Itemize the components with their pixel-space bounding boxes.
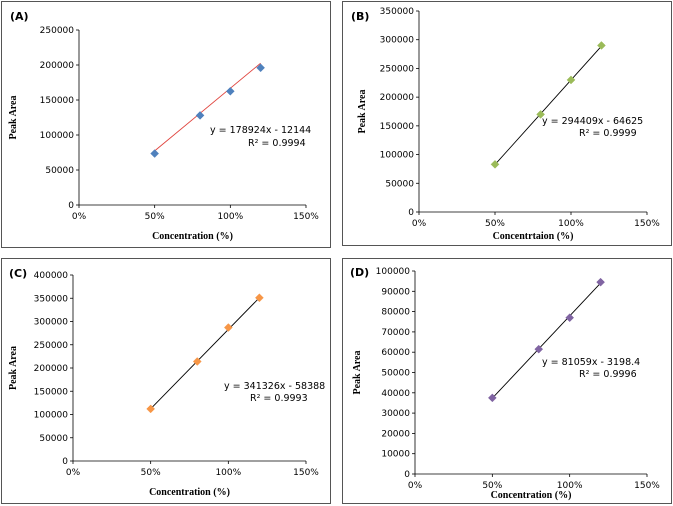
data-point: [195, 111, 205, 120]
panel-label: (C): [9, 267, 27, 280]
y-tick-label: 50000: [381, 369, 410, 379]
r-squared-label: R² = 0.9996: [579, 369, 637, 380]
y-tick-label: 80000: [381, 308, 410, 318]
x-axis-label: Concentration (%): [491, 490, 572, 501]
y-tick-label: 60000: [381, 348, 410, 358]
y-tick-label: 250000: [34, 341, 69, 351]
panel-c: (C) 0 50000 100000 150000 200000 250000 300000 3…: [1, 258, 331, 504]
y-tick-label: 150000: [40, 96, 75, 106]
y-axis-label: Peak Area: [8, 346, 19, 390]
trendline: [154, 62, 261, 152]
data-point: [534, 344, 544, 354]
x-axis-label: Concentrtaion (%): [493, 231, 574, 242]
x-axis-label: Concentration (%): [152, 231, 233, 242]
chart-a: (A) 0 50000 100000 150000 200000 250000 0% 50% 10…: [8, 10, 319, 242]
x-tick-label: 150%: [634, 219, 660, 229]
data-point: [150, 149, 160, 158]
y-tick-label: 300000: [380, 36, 415, 46]
x-axis-label: Concentration (%): [149, 487, 230, 498]
y-tick-label: 30000: [381, 409, 410, 419]
y-axis-label: Peak Area: [352, 351, 363, 395]
y-tick-label: 100000: [376, 267, 411, 277]
panel-b: (B) 0 50000 100000 150000 200000 250000 300000 3…: [342, 1, 672, 246]
y-tick-label: 200000: [34, 364, 69, 374]
panel-label: (A): [10, 10, 29, 23]
trendline: [492, 282, 601, 399]
chart-d: (D) 0 10000 20000 30000 40000 50000 60000 70000 8…: [350, 266, 660, 501]
y-tick-label: 0: [62, 457, 68, 467]
x-tick-label: 50%: [485, 219, 505, 229]
y-tick-label: 400000: [34, 271, 69, 281]
y-tick-label: 150000: [34, 387, 69, 397]
data-point: [146, 404, 156, 414]
y-tick-label: 100000: [40, 131, 75, 141]
x-tick-label: 100%: [217, 212, 243, 222]
x-tick-label: 0%: [72, 212, 87, 222]
y-tick-label: 300000: [34, 318, 69, 328]
y-tick-label: 350000: [34, 294, 69, 304]
trendline-equation: y = 341326x - 58388: [224, 381, 325, 392]
y-tick-label: 100000: [34, 411, 69, 421]
panel-d: (D) 0 10000 20000 30000 40000 50000 60000 70000 8…: [342, 258, 672, 504]
x-tick-label: 100%: [215, 468, 241, 478]
data-point: [255, 293, 264, 303]
y-tick-label: 200000: [380, 93, 415, 103]
y-tick-label: 50000: [39, 434, 68, 444]
y-tick-label: 0: [68, 201, 74, 211]
x-tick-label: 150%: [634, 481, 660, 491]
x-tick-label: 100%: [558, 219, 584, 229]
x-tick-label: 50%: [141, 468, 161, 478]
x-tick-label: 50%: [482, 481, 502, 491]
y-tick-label: 150000: [380, 122, 415, 132]
r-squared-label: R² = 0.9993: [250, 393, 308, 404]
trendline: [150, 297, 260, 410]
y-tick-label: 100000: [380, 151, 415, 161]
trendline: [494, 45, 602, 165]
chart-b: (B) 0 50000 100000 150000 200000 250000 300000 3…: [351, 7, 660, 242]
data-point: [597, 41, 606, 50]
x-tick-label: 50%: [145, 212, 165, 222]
trendline-equation: y = 81059x - 3198.4: [542, 357, 640, 368]
y-tick-label: 0: [408, 208, 414, 218]
trendline-equation: y = 294409x - 64625: [542, 116, 643, 127]
data-point: [256, 63, 265, 73]
x-tick-label: 0%: [412, 219, 427, 229]
y-tick-label: 200000: [40, 61, 75, 71]
trendline-equation: y = 178924x - 12144: [210, 125, 311, 136]
y-tick-label: 0: [404, 470, 410, 480]
y-tick-label: 250000: [380, 64, 415, 74]
panel-label: (B): [351, 10, 369, 23]
y-axis-label: Peak Area: [8, 96, 19, 140]
data-point: [223, 323, 233, 332]
x-tick-label: 150%: [293, 468, 319, 478]
y-tick-label: 350000: [380, 7, 415, 17]
data-point: [566, 75, 576, 85]
panel-label: (D): [350, 266, 369, 279]
r-squared-label: R² = 0.9999: [579, 128, 637, 139]
x-tick-label: 150%: [293, 212, 319, 222]
data-point: [596, 277, 605, 287]
x-tick-label: 0%: [66, 468, 81, 478]
y-tick-label: 50000: [45, 166, 74, 176]
r-squared-label: R² = 0.9994: [248, 138, 306, 149]
y-axis-label: Peak Area: [357, 90, 368, 134]
data-point: [490, 159, 500, 169]
y-tick-label: 20000: [381, 429, 410, 439]
y-tick-label: 10000: [381, 450, 410, 460]
data-point: [225, 86, 235, 96]
y-tick-label: 70000: [381, 328, 410, 338]
x-tick-label: 0%: [408, 481, 423, 491]
panel-a: (A) 0 50000 100000 150000 200000 250000 0% 50% 10…: [1, 1, 331, 248]
data-point: [192, 357, 202, 366]
data-point: [565, 313, 575, 323]
y-tick-label: 250000: [40, 26, 75, 36]
y-tick-label: 40000: [381, 389, 410, 399]
y-tick-label: 90000: [381, 287, 410, 297]
x-tick-label: 100%: [557, 481, 583, 491]
data-point: [487, 393, 497, 403]
y-tick-label: 50000: [385, 179, 414, 189]
chart-c: (C) 0 50000 100000 150000 200000 250000 300000 3…: [8, 267, 325, 498]
data-point: [536, 110, 545, 119]
